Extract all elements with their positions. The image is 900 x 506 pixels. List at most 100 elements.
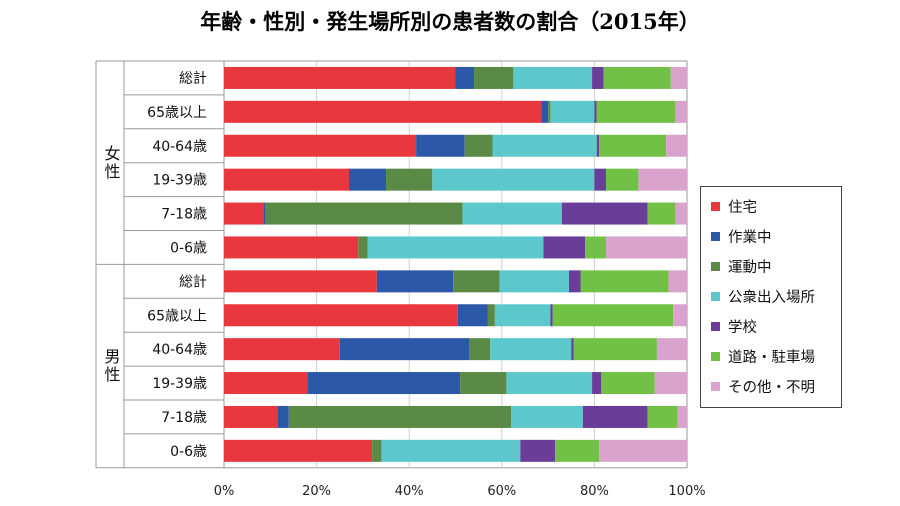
legend-item: 学校 — [711, 311, 841, 341]
group-label: 男性 — [102, 348, 121, 384]
legend-label: その他・不明 — [728, 379, 815, 396]
bar-segment — [506, 372, 593, 395]
bar-segment — [224, 134, 417, 157]
bar-segment — [520, 439, 556, 462]
bar-segment — [494, 304, 551, 327]
bar-segment — [490, 338, 572, 361]
bar-segment — [596, 100, 676, 123]
bar-segment — [224, 304, 458, 327]
bar-segment — [561, 202, 648, 225]
bar-segment — [666, 134, 687, 157]
bar-segment — [464, 134, 493, 157]
bar-segment — [224, 66, 456, 89]
bar-segment — [675, 100, 687, 123]
bar-segment — [432, 168, 595, 191]
category-label: 0-6歳 — [170, 240, 207, 256]
bar-segment — [224, 405, 278, 428]
category-label: 19-39歳 — [152, 376, 207, 392]
bar-segment — [594, 100, 597, 123]
bar-segment — [460, 372, 507, 395]
legend-label: 作業中 — [728, 229, 772, 246]
legend-swatch — [711, 381, 720, 391]
bar-segment — [603, 66, 671, 89]
bar-segment — [469, 338, 491, 361]
bar-segment — [277, 405, 289, 428]
bar-segment — [592, 372, 602, 395]
legend-swatch — [711, 261, 720, 271]
bar-segment — [555, 439, 600, 462]
bar-segment — [224, 338, 340, 361]
bar-segment — [656, 338, 687, 361]
bar-segment — [499, 270, 569, 293]
bar-segment — [224, 236, 359, 259]
bar-segment — [599, 439, 687, 462]
bar-segment — [224, 270, 377, 293]
x-tick-label: 100% — [668, 484, 705, 499]
bar-segment — [224, 100, 542, 123]
bar-segment — [599, 134, 667, 157]
bar-segment — [513, 66, 593, 89]
category-label: 7-18歳 — [161, 410, 207, 426]
bar-segment — [580, 270, 669, 293]
plot-frame — [223, 60, 688, 469]
bar-segment — [670, 66, 687, 89]
bar-segment — [573, 338, 657, 361]
category-label: 総計 — [179, 71, 207, 87]
bar-segment — [224, 372, 308, 395]
bar-segment — [224, 168, 350, 191]
bar-segment — [455, 66, 475, 89]
legend-item: 作業中 — [711, 221, 841, 251]
bar-segment — [263, 202, 266, 225]
bar-segment — [592, 66, 604, 89]
bar-segment — [416, 134, 465, 157]
bar-segment — [307, 372, 461, 395]
x-tick-label: 40% — [395, 484, 424, 499]
bar-segment — [453, 270, 500, 293]
legend-label: 運動中 — [728, 259, 772, 276]
bar-segment — [367, 236, 544, 259]
bar-segment — [381, 439, 521, 462]
group-label: 女性 — [102, 144, 121, 181]
legend-swatch — [711, 321, 720, 331]
bar-segment — [673, 304, 687, 327]
legend-item: 道路・駐車場 — [711, 341, 841, 371]
bar-segment — [596, 134, 600, 157]
bar-segment — [582, 405, 648, 428]
legend-swatch — [711, 351, 720, 361]
bar-segment — [511, 405, 583, 428]
legend-label: 道路・駐車場 — [728, 349, 815, 366]
legend-item: その他・不明 — [711, 371, 841, 401]
bar-segment — [358, 236, 368, 259]
bar-segment — [288, 405, 512, 428]
bar-segment — [487, 304, 495, 327]
bar-segment — [594, 168, 606, 191]
category-label: 40-64歳 — [152, 139, 207, 155]
bar-segment — [462, 202, 562, 225]
legend-item: 運動中 — [711, 251, 841, 281]
bar-segment — [339, 338, 470, 361]
legend: 住宅 作業中 運動中 公衆出入場所 学校 道路・駐車場 その他・不明 — [700, 186, 842, 408]
category-label: 19-39歳 — [152, 173, 207, 189]
category-label: 0-6歳 — [170, 444, 207, 460]
bar-segment — [675, 202, 687, 225]
legend-label: 学校 — [728, 319, 757, 336]
x-tick-label: 20% — [302, 484, 331, 499]
category-label: 総計 — [179, 274, 207, 290]
bar-segment — [677, 405, 687, 428]
bar-segment — [654, 372, 687, 395]
bar-segment — [474, 66, 514, 89]
bar-segment — [543, 236, 586, 259]
legend-item: 公衆出入場所 — [711, 281, 841, 311]
bar-segment — [601, 372, 655, 395]
category-label: 7-18歳 — [161, 207, 207, 223]
bar-segment — [550, 100, 595, 123]
bar-segment — [548, 100, 551, 123]
bar-segment — [265, 202, 463, 225]
bar-segment — [492, 134, 597, 157]
bar-segment — [647, 202, 676, 225]
bar-segment — [349, 168, 387, 191]
legend-swatch — [711, 231, 720, 241]
bar-segment — [550, 304, 553, 327]
bar-segment — [224, 202, 264, 225]
